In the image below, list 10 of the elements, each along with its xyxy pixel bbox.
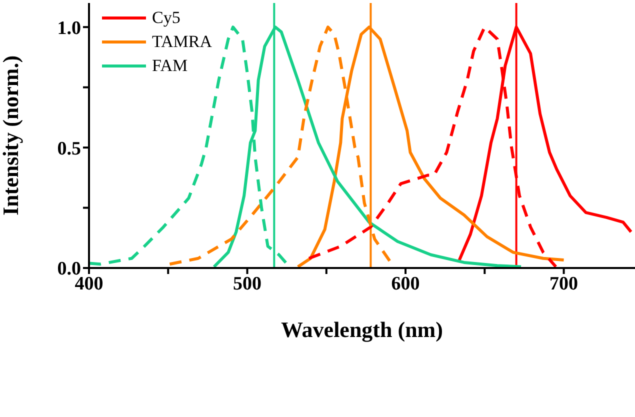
x-tick-label: 500 bbox=[233, 273, 262, 294]
y-tick-label: 1.0 bbox=[57, 18, 81, 39]
x-tick-label: 600 bbox=[391, 273, 420, 294]
x-tick-label: 700 bbox=[550, 273, 578, 294]
legend-label: FAM bbox=[152, 55, 188, 77]
y-tick-label: 0.5 bbox=[57, 138, 81, 160]
y-axis-title: Intensity (norm.) bbox=[0, 55, 23, 216]
legend-label: TAMRA bbox=[152, 31, 212, 53]
legend-label: Cy5 bbox=[152, 7, 180, 29]
x-axis-title: Wavelength (nm) bbox=[281, 317, 443, 342]
